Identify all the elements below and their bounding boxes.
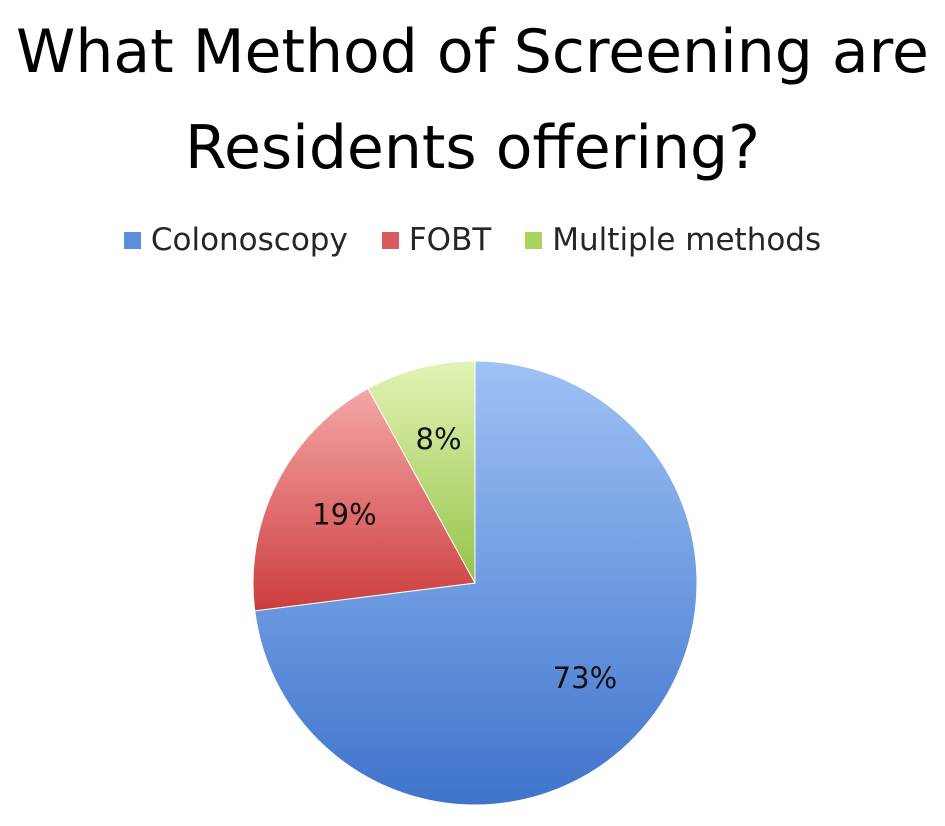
- legend-label-fobt: FOBT: [408, 222, 492, 258]
- legend-label-colonoscopy: Colonoscopy: [150, 222, 348, 258]
- legend-item-colonoscopy: Colonoscopy: [123, 222, 348, 258]
- legend-item-multiple-methods: Multiple methods: [525, 222, 821, 258]
- chart-title-line-1: What Method of Screening are: [16, 17, 929, 87]
- data-label-multiple-methods: 8%: [416, 422, 462, 456]
- legend-swatch-colonoscopy: [123, 231, 141, 249]
- legend-label-multiple-methods: Multiple methods: [552, 222, 822, 258]
- pie-slices: [252, 360, 698, 806]
- legend-item-fobt: FOBT: [381, 222, 492, 258]
- chart-legend: Colonoscopy FOBT Multiple methods: [0, 218, 945, 262]
- pie-slice-colonoscopy: [254, 360, 698, 806]
- legend-swatch-fobt: [381, 231, 399, 249]
- chart-title: What Method of Screening are Residents o…: [0, 4, 945, 196]
- pie-data-labels: 73% 19% 8%: [312, 422, 617, 695]
- legend-swatch-multiple-methods: [525, 231, 543, 249]
- data-label-fobt: 19%: [312, 497, 376, 531]
- data-label-colonoscopy: 73%: [553, 661, 617, 695]
- pie-slice-fobt: [252, 387, 476, 612]
- pie-slice-multiple-methods: [367, 360, 476, 584]
- chart-title-line-2: Residents offering?: [185, 113, 760, 183]
